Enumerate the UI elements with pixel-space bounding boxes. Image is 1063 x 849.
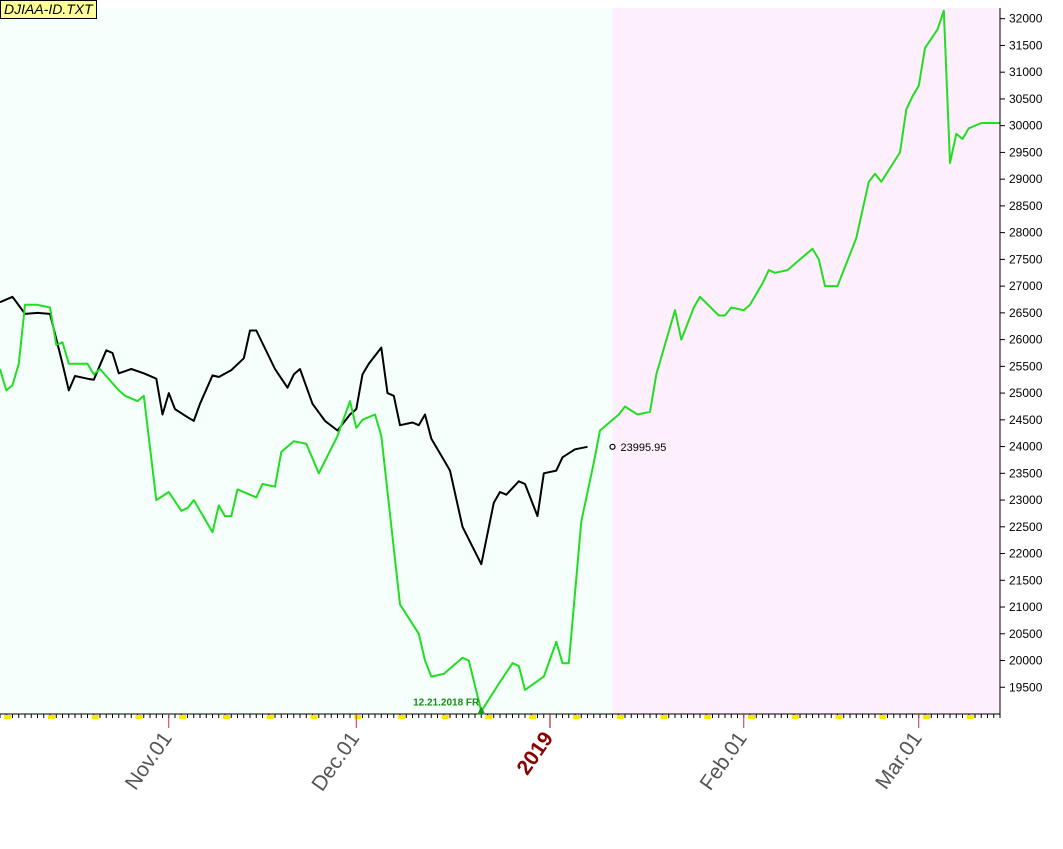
- weekend-marker: [791, 715, 799, 719]
- y-tick-label: 21000: [1009, 600, 1043, 614]
- y-tick-label: 27000: [1009, 279, 1043, 293]
- y-tick-label: 20000: [1009, 654, 1043, 668]
- last-price-label: 23995.95: [621, 442, 667, 454]
- annotations: 23995.95 12.21.2018 FR: [413, 442, 666, 715]
- y-tick-label: 26500: [1009, 306, 1043, 320]
- series-line-0: [0, 295, 588, 566]
- weekend-marker: [835, 715, 843, 719]
- projection-region: [612, 8, 1000, 714]
- y-tick-label: 22000: [1009, 547, 1043, 561]
- weekend-marker: [529, 715, 537, 719]
- y-axis: 19500 20000 20500 21000 21500 22000 22500 23000…: [999, 8, 1043, 714]
- y-tick-label: 30500: [1009, 92, 1043, 106]
- y-tick-label: 20500: [1009, 627, 1043, 641]
- y-tick-label: 23500: [1009, 466, 1043, 480]
- weekend-marker: [966, 715, 974, 719]
- weekend-marker: [91, 715, 99, 719]
- weekend-marker: [441, 715, 449, 719]
- y-tick-label: 27500: [1009, 252, 1043, 266]
- weekend-marker: [48, 715, 55, 719]
- last-price-dot: [609, 443, 616, 450]
- y-tick-label: 21500: [1009, 573, 1043, 587]
- y-tick-label: 31500: [1009, 38, 1043, 52]
- marker-label: 12.21.2018 FR: [413, 697, 480, 708]
- weekend-marker: [573, 715, 580, 719]
- weekend-marker: [310, 715, 318, 719]
- weekend-marker: [923, 715, 930, 719]
- x-axis: Nov.01 Dec.01 2019 Feb.01 Mar.01: [0, 713, 1001, 796]
- series-line-1: [0, 9, 1000, 713]
- series-layer: [0, 9, 1000, 713]
- y-tick-label: 29500: [1009, 145, 1043, 159]
- weekend-marker: [135, 715, 143, 719]
- weekend-marker: [660, 715, 668, 719]
- weekend-marker: [354, 715, 362, 719]
- weekend-marker: [266, 715, 274, 719]
- x-month-label: Mar.01: [871, 728, 927, 794]
- y-tick-label: 23000: [1009, 493, 1043, 507]
- weekend-marker: [4, 715, 12, 719]
- y-tick-label: 28500: [1009, 199, 1043, 213]
- weekend-marker: [748, 715, 755, 719]
- y-tick-label: 19500: [1009, 680, 1043, 694]
- weekend-marker: [704, 715, 712, 719]
- history-region: [0, 8, 613, 714]
- y-tick-label: 28000: [1009, 226, 1043, 240]
- x-month-label: Nov.01: [121, 728, 177, 794]
- weekend-marker: [485, 715, 493, 719]
- marker-triangle-icon: [477, 706, 486, 715]
- weekend-marker: [179, 715, 187, 719]
- y-tick-label: 31000: [1009, 65, 1043, 79]
- weekend-marker: [879, 715, 887, 719]
- y-tick-label: 25000: [1009, 386, 1043, 400]
- y-tick-label: 32000: [1009, 12, 1043, 26]
- x-month-label: Dec.01: [307, 728, 364, 796]
- x-month-label: Feb.01: [695, 728, 751, 795]
- y-tick-label: 24000: [1009, 440, 1043, 454]
- y-tick-label: 29000: [1009, 172, 1043, 186]
- y-tick-label: 24500: [1009, 413, 1043, 427]
- x-year-label: 2019: [512, 728, 558, 779]
- chart-title: DJIAA-ID.TXT: [0, 0, 97, 19]
- y-tick-label: 25500: [1009, 359, 1043, 373]
- weekend-marker: [223, 715, 230, 719]
- y-tick-label: 30000: [1009, 119, 1043, 133]
- weekend-marker: [398, 715, 405, 719]
- weekend-marker: [616, 715, 624, 719]
- y-tick-label: 22500: [1009, 520, 1043, 534]
- y-tick-label: 26000: [1009, 333, 1043, 347]
